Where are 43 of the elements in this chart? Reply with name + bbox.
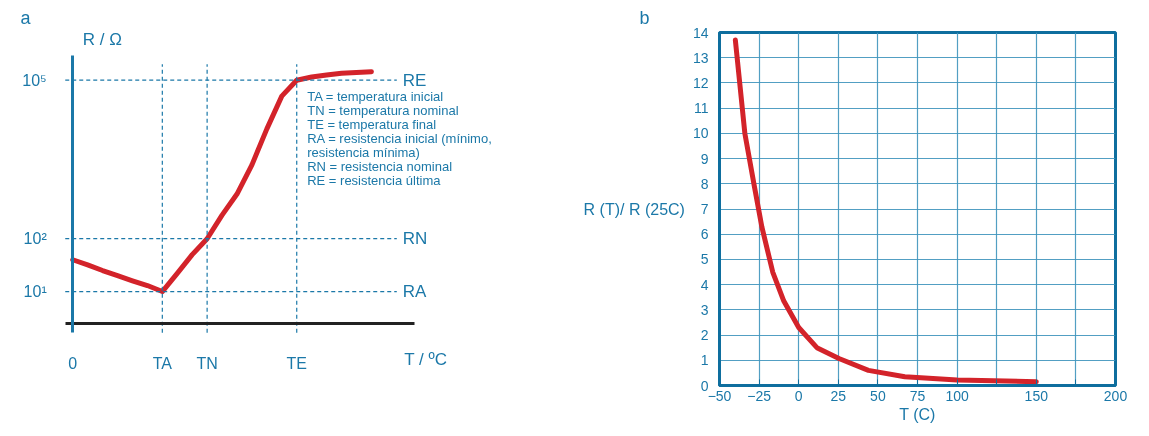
x-tick-label: −50	[707, 387, 732, 404]
y-tick-label: 4	[700, 276, 709, 293]
annotation: RE = resistencia última	[307, 172, 442, 188]
annotation: TA = temperatura inicial	[307, 88, 444, 104]
y-tick-label: 7	[700, 201, 709, 217]
ref-line-label: RN	[402, 229, 428, 249]
x-tick-label: 200	[1103, 387, 1128, 404]
x-tick-label: TN	[196, 355, 218, 373]
y-axis-title: R / Ω	[82, 29, 122, 49]
x-tick-label: TE	[286, 355, 307, 373]
y-tick-label: 1	[700, 352, 709, 369]
y-tick-label: 10	[692, 125, 709, 142]
y-tick-label: 10¹	[23, 283, 47, 301]
x-axis-title: T / ºC	[404, 349, 447, 369]
x-tick-label: −25	[747, 387, 772, 404]
x-tick-label: 150	[1024, 387, 1049, 404]
chart-title: b	[639, 7, 650, 28]
y-tick-label: 2	[700, 327, 709, 344]
y-tick-label: 3	[700, 301, 709, 318]
y-tick-label: 6	[700, 226, 709, 243]
x-tick-label: 0	[794, 387, 803, 404]
y-tick-label: 10⁵	[22, 71, 47, 89]
x-tick-label: 50	[870, 387, 886, 404]
y-tick-label: 5	[700, 251, 709, 268]
x-tick-label: 100	[945, 387, 969, 404]
y-tick-label: 10²	[23, 230, 48, 248]
y-tick-label: 8	[700, 175, 709, 192]
y-tick-label: 14	[692, 24, 709, 41]
x-tick-label: 75	[909, 387, 926, 404]
y-tick-label: 12	[692, 74, 709, 91]
y-tick-label: 11	[693, 100, 709, 117]
ref-line-label: RE	[402, 70, 427, 90]
x-axis-title: T (C)	[899, 405, 936, 423]
annotation: resistencia mínima)	[307, 144, 420, 160]
x-tick-label: 0	[68, 355, 78, 373]
y-axis-title: R (T)/ R (25C)	[583, 200, 685, 218]
y-tick-label: 13	[692, 49, 709, 66]
y-tick-label: 9	[700, 150, 709, 167]
x-tick-label: 25	[830, 387, 847, 404]
ref-line-label: RA	[402, 282, 428, 302]
chart-title: a	[20, 7, 32, 28]
x-tick-label: TA	[152, 355, 173, 373]
annotation: TE = temperatura final	[307, 116, 437, 132]
